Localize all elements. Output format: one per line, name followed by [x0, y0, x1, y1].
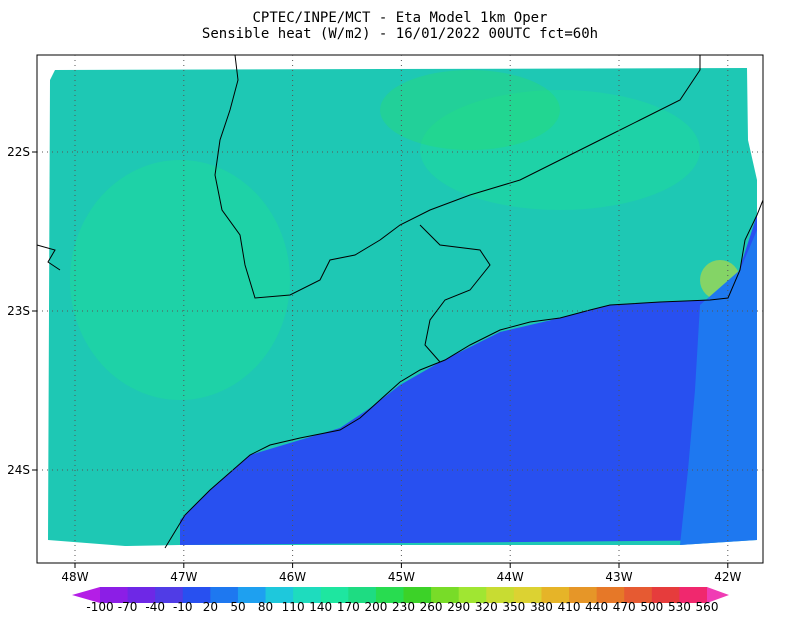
colorbar-segment: [320, 587, 349, 603]
colorbar-label: 230: [392, 600, 415, 614]
colorbar-segment: [651, 587, 680, 603]
field-patch: [380, 70, 560, 150]
colorbar-segment: [265, 587, 294, 603]
ocean-field: [180, 215, 757, 545]
colorbar-label: 80: [258, 600, 273, 614]
colorbar-end: [72, 587, 100, 603]
field: [48, 68, 757, 546]
colorbar-label: 320: [475, 600, 498, 614]
colorbar-label: 110: [282, 600, 305, 614]
colorbar-segment: [348, 587, 377, 603]
state-border: [419, 224, 491, 363]
lon-label: 48W: [61, 570, 88, 584]
colorbar-segment: [486, 587, 515, 603]
colorbar: -100 -70 -40 -10 20 50 80 110 140 170 200 230 260 290…: [72, 587, 729, 614]
colorbar-segment: [375, 587, 404, 603]
lon-label: 45W: [388, 570, 415, 584]
colorbar-label: 140: [309, 600, 332, 614]
field-patch: [420, 90, 700, 210]
colorbar-segment: [210, 587, 239, 603]
colorbar-end: [707, 587, 729, 603]
colorbar-segment: [458, 587, 487, 603]
coastline: [164, 199, 764, 549]
colorbar-label: 440: [585, 600, 608, 614]
colorbar-label: -100: [86, 600, 113, 614]
colorbar-segment: [237, 587, 267, 603]
colorbar-segment: [541, 587, 570, 603]
lon-label: 46W: [279, 570, 306, 584]
lon-label: 43W: [605, 570, 632, 584]
lon-label: 47W: [170, 570, 197, 584]
colorbar-segment: [596, 587, 625, 603]
colorbar-label: 170: [337, 600, 360, 614]
colorbar-segment: [624, 587, 653, 603]
lat-label: 24S: [7, 463, 30, 477]
colorbar-label: -40: [145, 600, 165, 614]
colorbar-label: -70: [118, 600, 138, 614]
colorbar-label: 410: [558, 600, 581, 614]
colorbar-label: 290: [447, 600, 470, 614]
ocean-field: [680, 230, 757, 545]
lat-label: 23S: [7, 304, 30, 318]
colorbar-label: 530: [668, 600, 691, 614]
colorbar-label: 200: [364, 600, 387, 614]
lon-label: 42W: [714, 570, 741, 584]
colorbar-segment: [182, 587, 211, 603]
state-border: [214, 54, 701, 299]
graticule: 48W 47W 46W 45W 44W 43W 42W 22S 23S 24S: [7, 55, 763, 584]
colorbar-segment: [155, 587, 184, 603]
colorbar-label: -10: [173, 600, 193, 614]
colorbar-label: 470: [613, 600, 636, 614]
colorbar-label: 500: [640, 600, 663, 614]
lon-label: 44W: [497, 570, 524, 584]
colorbar-segment: [569, 587, 598, 603]
colorbar-label: 260: [420, 600, 443, 614]
colorbar-label: 380: [530, 600, 553, 614]
colorbar-label: 350: [502, 600, 525, 614]
colorbar-segment: [403, 587, 432, 603]
lat-label: 22S: [7, 145, 30, 159]
field-patch: [70, 160, 290, 400]
colorbar-segment: [513, 587, 542, 603]
colorbar-segment: [293, 587, 322, 603]
colorbar-segment: [431, 587, 460, 603]
title-line: Sensible heat (W/m2) - 16/01/2022 00UTC …: [202, 26, 598, 42]
borders: [36, 54, 764, 549]
colorbar-label: 20: [203, 600, 218, 614]
title-line: CPTEC/INPE/MCT - Eta Model 1km Oper: [252, 10, 547, 26]
state-border: [36, 244, 61, 271]
colorbar-label: 50: [230, 600, 245, 614]
colorbar-segment: [100, 587, 129, 603]
colorbar-label: 560: [696, 600, 719, 614]
colorbar-segment: [127, 587, 156, 603]
colorbar-segment: [679, 587, 708, 603]
